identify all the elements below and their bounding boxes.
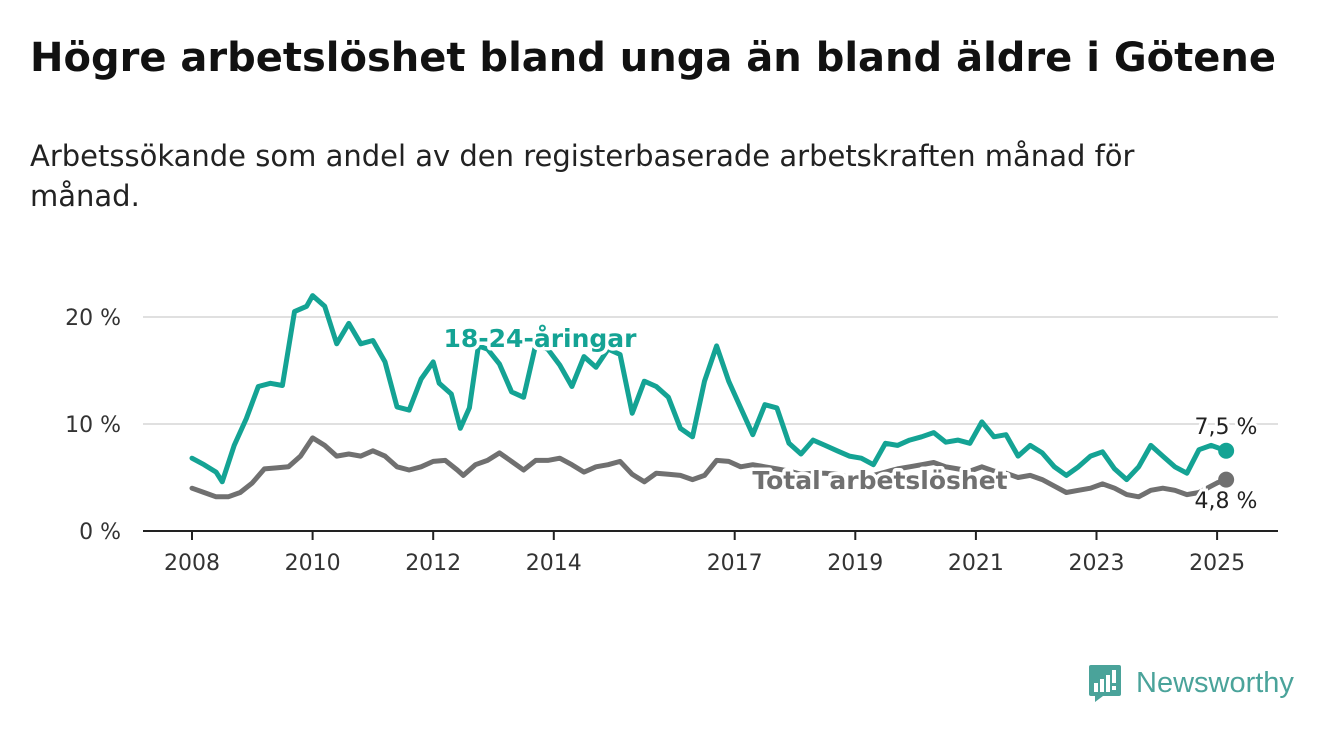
x-tick-label: 2021 — [948, 551, 1004, 576]
series-end-point-0 — [1218, 442, 1235, 459]
chart-title: Högre arbetslöshet bland unga än bland ä… — [30, 35, 1276, 81]
x-tick-label: 2014 — [526, 551, 582, 576]
series-end-point-1 — [1218, 471, 1235, 488]
x-tick-label: 2025 — [1189, 551, 1245, 576]
y-tick-label: 10 % — [65, 413, 121, 438]
end-label-youth: 7,5 % — [1195, 415, 1258, 440]
line-chart: 0 % 10 % 20 % 2008 2010 2012 2014 2017 2019 2021… — [65, 293, 1278, 576]
y-tick-label: 20 % — [65, 306, 121, 331]
x-axis-ticks: 2008 2010 2012 2014 2017 2019 2021 2023 2025 — [143, 530, 1278, 576]
brand-name: Newsworthy — [1136, 666, 1294, 699]
y-axis-ticks: 0 % 10 % 20 % — [65, 306, 121, 545]
x-tick-label: 2012 — [405, 551, 461, 576]
x-tick-label: 2008 — [164, 551, 220, 576]
y-tick-label: 0 % — [79, 520, 121, 545]
x-tick-label: 2010 — [285, 551, 341, 576]
x-tick-label: 2023 — [1069, 551, 1125, 576]
newsworthy-logo: Newsworthy — [1088, 662, 1294, 704]
newsworthy-bar-chart-icon — [1088, 663, 1122, 703]
series-line-0 — [189, 293, 1229, 485]
grid-lines — [143, 316, 1278, 425]
end-label-total: 4,8 % — [1195, 489, 1258, 514]
series-label-youth: 18-24-åringar — [444, 324, 638, 353]
series-line-1 — [189, 435, 1229, 500]
series-labels: 18-24-åringar Total arbetslöshet 7,5 % 4,8 … — [440, 321, 1260, 518]
x-tick-label: 2017 — [707, 551, 763, 576]
series-lines — [189, 293, 1235, 500]
chart-subtitle: Arbetssökande som andel av den registerb… — [30, 139, 1135, 213]
x-tick-label: 2019 — [827, 551, 883, 576]
series-label-total: Total arbetslöshet — [752, 466, 1007, 495]
